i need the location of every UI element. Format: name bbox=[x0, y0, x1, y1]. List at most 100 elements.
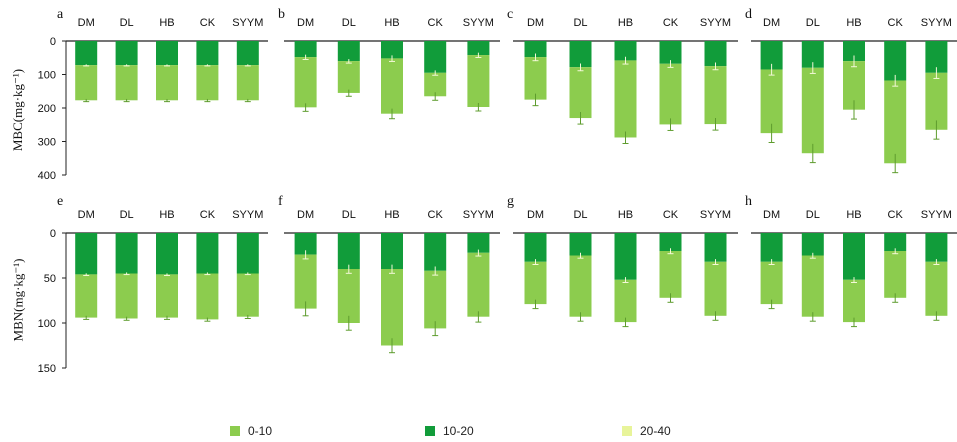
bar-0-10-syym bbox=[236, 273, 259, 317]
legend: 0-10 10-20 20-40 bbox=[0, 424, 957, 442]
category-label-dm: DM bbox=[78, 17, 95, 29]
bar-0-10-dl bbox=[115, 65, 138, 101]
category-label-hb: HB bbox=[159, 17, 174, 29]
bar-0-10-dl bbox=[337, 269, 360, 323]
bar-0-10-ck bbox=[424, 270, 447, 329]
panel-c: c DM DL HB CK SYYM bbox=[507, 7, 738, 145]
bar-10-20-dl bbox=[569, 41, 592, 68]
bar-0-10-ck bbox=[659, 63, 682, 125]
panel-letter-e: e bbox=[57, 194, 63, 209]
panel-e: e 0 50 100 150 DM DL HB CK SYYM bbox=[38, 194, 268, 375]
category-label-ck: CK bbox=[888, 209, 904, 221]
panel-letter-f: f bbox=[278, 194, 283, 209]
bar-0-10-syym bbox=[467, 55, 490, 107]
bar-0-10-dl bbox=[337, 61, 360, 93]
legend-swatch-10-20 bbox=[425, 426, 435, 436]
category-label-dm: DM bbox=[78, 209, 95, 221]
panel-g: g DM DL HB CK SYYM bbox=[507, 194, 738, 328]
bar-0-10-dl bbox=[569, 255, 592, 317]
bar-10-20-dl bbox=[801, 41, 824, 68]
category-label-ck: CK bbox=[888, 17, 904, 29]
bar-0-10-syym bbox=[925, 261, 948, 316]
bar-0-10-ck bbox=[196, 273, 219, 320]
bar-0-10-hb bbox=[843, 61, 865, 110]
legend-label-10-20: 10-20 bbox=[443, 424, 474, 438]
y-tick-label-100: 100 bbox=[38, 70, 56, 82]
bar-0-10-dm bbox=[524, 261, 547, 305]
mbc-axis-title: MBC(mg·kg⁻¹) bbox=[10, 68, 26, 152]
category-label-syym: SYYM bbox=[232, 209, 263, 221]
category-label-dm: DM bbox=[527, 17, 544, 29]
legend-swatch-0-10 bbox=[230, 426, 240, 436]
bar-10-20-syym bbox=[925, 41, 948, 73]
category-label-hb: HB bbox=[846, 17, 861, 29]
category-label-dm: DM bbox=[763, 17, 780, 29]
bar-10-20-dm bbox=[294, 41, 317, 58]
bar-10-20-ck bbox=[659, 233, 682, 251]
panel-letter-g: g bbox=[507, 194, 514, 209]
category-label-dl: DL bbox=[120, 209, 134, 221]
bar-0-10-syym bbox=[704, 66, 727, 125]
y-tick-label-50: 50 bbox=[44, 273, 56, 285]
category-label-ck: CK bbox=[428, 209, 444, 221]
legend-label-20-40: 20-40 bbox=[640, 424, 671, 438]
category-label-syym: SYYM bbox=[700, 209, 731, 221]
category-label-hb: HB bbox=[384, 17, 399, 29]
bar-0-10-syym bbox=[704, 261, 727, 316]
category-label-syym: SYYM bbox=[700, 17, 731, 29]
category-label-dl: DL bbox=[806, 17, 820, 29]
bar-0-10-dm bbox=[75, 65, 98, 101]
bar-10-20-dm bbox=[75, 233, 98, 275]
panel-a: a 0 100 200 300 400 DM DL HB CK SYYM bbox=[38, 7, 268, 182]
bar-10-20-hb bbox=[843, 41, 865, 62]
bar-10-20-ck bbox=[659, 41, 682, 64]
y-tick-label-200: 200 bbox=[38, 103, 56, 115]
category-label-hb: HB bbox=[159, 209, 174, 221]
bar-10-20-syym bbox=[467, 233, 490, 253]
bar-0-10-syym bbox=[925, 72, 948, 130]
bar-0-10-hb bbox=[381, 269, 403, 346]
panel-letter-b: b bbox=[278, 7, 285, 22]
bar-10-20-ck bbox=[196, 41, 219, 66]
bar-0-10-hb bbox=[843, 279, 865, 323]
bar-0-10-syym bbox=[467, 252, 490, 317]
bar-0-10-ck bbox=[424, 72, 447, 97]
bar-10-20-dl bbox=[115, 233, 138, 274]
panel-letter-h: h bbox=[745, 194, 752, 209]
panel-f: f DM DL HB CK SYYM bbox=[278, 194, 500, 354]
panel-letter-a: a bbox=[57, 7, 64, 22]
bar-0-10-ck bbox=[196, 65, 219, 101]
panel-letter-d: d bbox=[745, 7, 752, 22]
category-label-hb: HB bbox=[846, 209, 861, 221]
bar-10-20-syym bbox=[704, 41, 727, 67]
bar-10-20-ck bbox=[196, 233, 219, 274]
bar-10-20-hb bbox=[614, 233, 637, 280]
category-label-syym: SYYM bbox=[921, 17, 952, 29]
bar-10-20-ck bbox=[424, 41, 447, 73]
category-label-syym: SYYM bbox=[921, 209, 952, 221]
bar-10-20-dm bbox=[760, 41, 783, 70]
bar-0-10-syym bbox=[236, 65, 259, 101]
category-label-hb: HB bbox=[618, 17, 633, 29]
bar-10-20-dm bbox=[524, 41, 547, 58]
category-label-dl: DL bbox=[342, 209, 356, 221]
panel-b: b DM DL HB CK SYYM bbox=[278, 7, 500, 120]
category-label-dl: DL bbox=[120, 17, 134, 29]
bar-0-10-dm bbox=[524, 57, 547, 100]
y-tick-label-150: 150 bbox=[38, 363, 56, 375]
bar-10-20-dl bbox=[115, 41, 138, 66]
y-tick-label-300: 300 bbox=[38, 137, 56, 149]
bar-0-10-dl bbox=[569, 67, 592, 119]
panel-d: d DM DL HB CK SYYM bbox=[745, 7, 957, 174]
category-label-ck: CK bbox=[200, 17, 216, 29]
bar-0-10-dl bbox=[115, 273, 138, 319]
category-label-ck: CK bbox=[200, 209, 216, 221]
bar-0-10-dm bbox=[760, 69, 783, 134]
category-label-dl: DL bbox=[806, 209, 820, 221]
category-label-dm: DM bbox=[763, 209, 780, 221]
bar-0-10-dl bbox=[801, 67, 824, 154]
bar-0-10-ck bbox=[659, 251, 682, 298]
category-label-ck: CK bbox=[663, 17, 679, 29]
category-label-syym: SYYM bbox=[232, 17, 263, 29]
legend-swatch-20-40 bbox=[622, 426, 632, 436]
